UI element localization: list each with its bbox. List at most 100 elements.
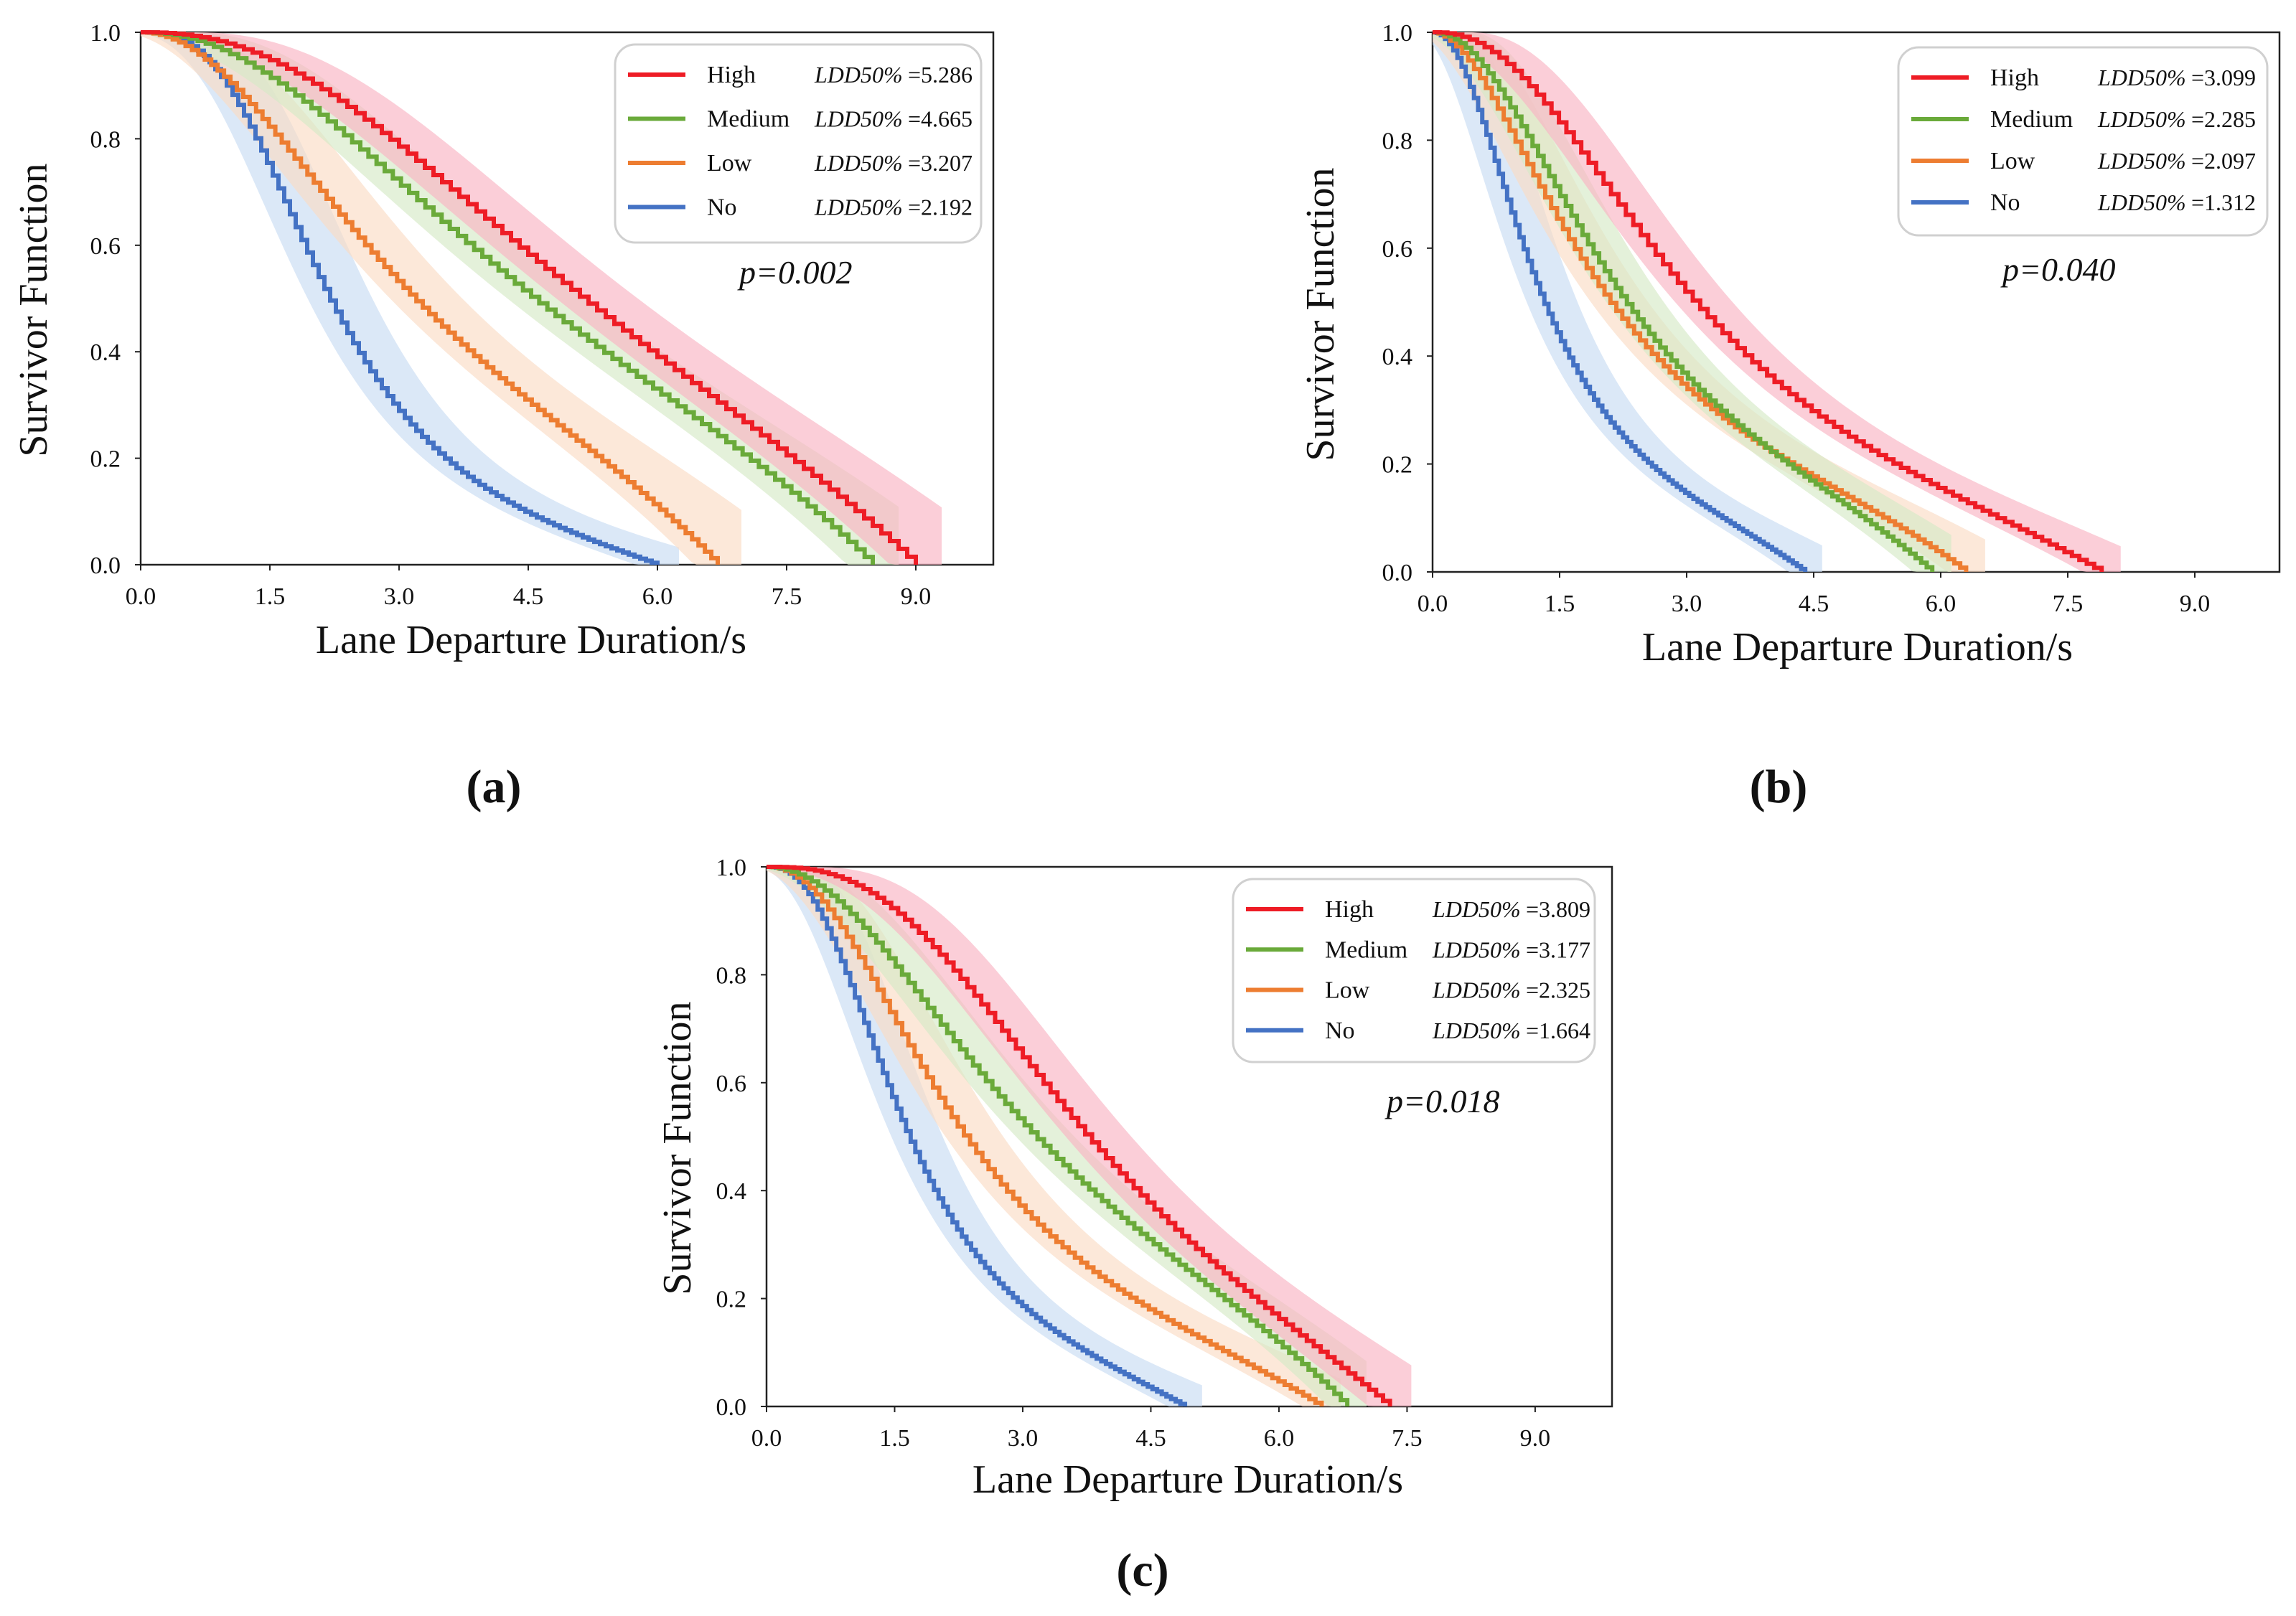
axis-ticks: 0.0 1.5 3.0 4.5 6.0 7.5 9.0 0.0 0.2 0.4 0.6 0.8 1.0	[1382, 20, 2211, 617]
survival-curve-medium	[1433, 30, 1935, 572]
chart-panel-b: 0.0 1.5 3.0 4.5 6.0 7.5 9.0 0.0 0.2 0.4 0.6 0.8 1.0 L…	[1298, 20, 2281, 813]
survival-curve-no	[141, 30, 660, 565]
legend-item-high: High LDD50% =5.286	[628, 62, 973, 88]
survival-curves	[767, 865, 1392, 1406]
y-tick-label: 0.8	[716, 962, 747, 989]
x-tick-label: 0.0	[1418, 591, 1448, 617]
legend-ldd-label: LDD50%	[1432, 1018, 1521, 1043]
x-tick-label: 7.5	[1392, 1425, 1423, 1452]
legend-item-low: Low LDD50% =2.097	[1911, 148, 2256, 174]
confidence-band-no	[141, 32, 679, 565]
y-tick-label: 0.6	[716, 1071, 747, 1097]
p-value-annotation: p=0.002	[737, 254, 853, 291]
legend-ldd-label: LDD50%	[814, 106, 903, 132]
legend-ldd-value: =3.207	[908, 150, 973, 176]
legend-series-name: No	[707, 194, 737, 221]
x-tick-label: 1.5	[255, 583, 286, 610]
x-tick-label: 4.5	[1135, 1425, 1166, 1452]
panel-label: (b)	[1750, 761, 1808, 813]
y-tick-label: 0.0	[716, 1394, 747, 1421]
legend-ldd-value: =3.099	[2191, 65, 2256, 90]
x-tick-label: 9.0	[2180, 591, 2211, 617]
confidence-band-high	[141, 32, 942, 565]
legend-series-name: No	[1325, 1018, 1355, 1044]
axis-ticks: 0.0 1.5 3.0 4.5 6.0 7.5 9.0 0.0 0.2 0.4 0.6 0.8 1.0	[716, 855, 1551, 1452]
y-tick-label: 1.0	[90, 20, 121, 47]
legend-ldd-value: =4.665	[908, 106, 973, 132]
legend-item-no: No LDD50% =2.192	[628, 194, 973, 221]
survival-curve-medium	[767, 865, 1350, 1406]
x-tick-label: 1.5	[1545, 591, 1575, 617]
legend-ldd-label: LDD50%	[2097, 65, 2186, 90]
y-axis-label: Survivor Function	[1298, 167, 1343, 461]
legend-ldd-label: LDD50%	[1432, 896, 1521, 922]
survival-curve-no	[1433, 30, 1808, 572]
legend-ldd-value: =2.192	[908, 194, 973, 220]
confidence-band-high	[767, 867, 1412, 1406]
legend-ldd-label: LDD50%	[1432, 936, 1521, 962]
confidence-band-high	[1433, 32, 2121, 572]
x-axis-label: Lane Departure Duration/s	[1642, 625, 2073, 670]
panel-label: (c)	[1116, 1544, 1168, 1597]
legend-ldd-value: =2.097	[2191, 148, 2256, 174]
legend-item-low: Low LDD50% =3.207	[628, 150, 973, 177]
survival-curve-low	[141, 30, 720, 565]
p-value-annotation: p=0.040	[2000, 251, 2116, 288]
y-tick-label: 1.0	[1382, 20, 1413, 47]
survival-curves	[141, 30, 918, 565]
legend-ldd-label: LDD50%	[2097, 106, 2186, 132]
x-axis-label: Lane Departure Duration/s	[973, 1457, 1403, 1502]
y-tick-label: 0.8	[1382, 128, 1413, 154]
legend-item-medium: Medium LDD50% =2.285	[1911, 106, 2256, 133]
survival-curve-high	[1433, 30, 2104, 572]
x-tick-label: 7.5	[2053, 591, 2084, 617]
legend-ldd-value: =5.286	[908, 62, 973, 88]
legend-series-name: Medium	[1325, 936, 1407, 963]
y-tick-label: 0.2	[1382, 452, 1413, 479]
y-tick-label: 0.0	[90, 553, 121, 579]
x-tick-label: 9.0	[901, 583, 932, 610]
y-tick-label: 0.6	[1382, 236, 1413, 263]
y-tick-label: 0.8	[90, 126, 121, 153]
survival-curves	[1433, 30, 2104, 572]
legend-ldd-label: LDD50%	[2097, 148, 2186, 174]
legend-item-high: High LDD50% =3.099	[1911, 65, 2256, 91]
legend-item-medium: Medium LDD50% =3.177	[1246, 936, 1590, 963]
legend-item-low: Low LDD50% =2.325	[1246, 977, 1590, 1004]
x-tick-label: 4.5	[513, 583, 544, 610]
legend-series-name: High	[707, 62, 756, 88]
x-tick-label: 3.0	[1672, 591, 1702, 617]
x-axis-label: Lane Departure Duration/s	[316, 618, 746, 662]
p-value-annotation: p=0.018	[1384, 1083, 1500, 1119]
confidence-bands	[767, 867, 1412, 1406]
x-tick-label: 9.0	[1520, 1425, 1551, 1452]
survival-curve-no	[767, 865, 1188, 1406]
legend-series-name: Medium	[1990, 106, 2073, 133]
x-tick-label: 0.0	[126, 583, 156, 610]
legend-box	[1232, 878, 1596, 1063]
survival-curve-high	[141, 30, 918, 565]
survival-curve-low	[767, 865, 1324, 1406]
y-tick-label: 0.4	[716, 1178, 747, 1205]
legend-item-high: High LDD50% =3.809	[1246, 896, 1590, 923]
legend-series-name: Medium	[707, 106, 789, 133]
y-axis-label: Survivor Function	[655, 1001, 700, 1295]
y-tick-label: 0.2	[90, 446, 121, 473]
x-tick-label: 4.5	[1799, 591, 1829, 617]
confidence-band-medium	[1433, 32, 1951, 572]
legend-series-name: High	[1325, 896, 1374, 923]
legend-ldd-label: LDD50%	[814, 62, 903, 88]
legend-series-name: Low	[1325, 977, 1370, 1004]
legend-ldd-label: LDD50%	[1432, 977, 1521, 1003]
legend-series-name: No	[1990, 189, 2020, 216]
x-tick-label: 6.0	[1264, 1425, 1295, 1452]
x-tick-label: 6.0	[1926, 591, 1957, 617]
y-tick-label: 0.2	[716, 1287, 747, 1313]
x-tick-label: 0.0	[751, 1425, 782, 1452]
legend-series-name: Low	[1990, 148, 2035, 174]
legend-ldd-value: =1.664	[1526, 1018, 1590, 1043]
y-tick-label: 0.4	[90, 339, 121, 366]
